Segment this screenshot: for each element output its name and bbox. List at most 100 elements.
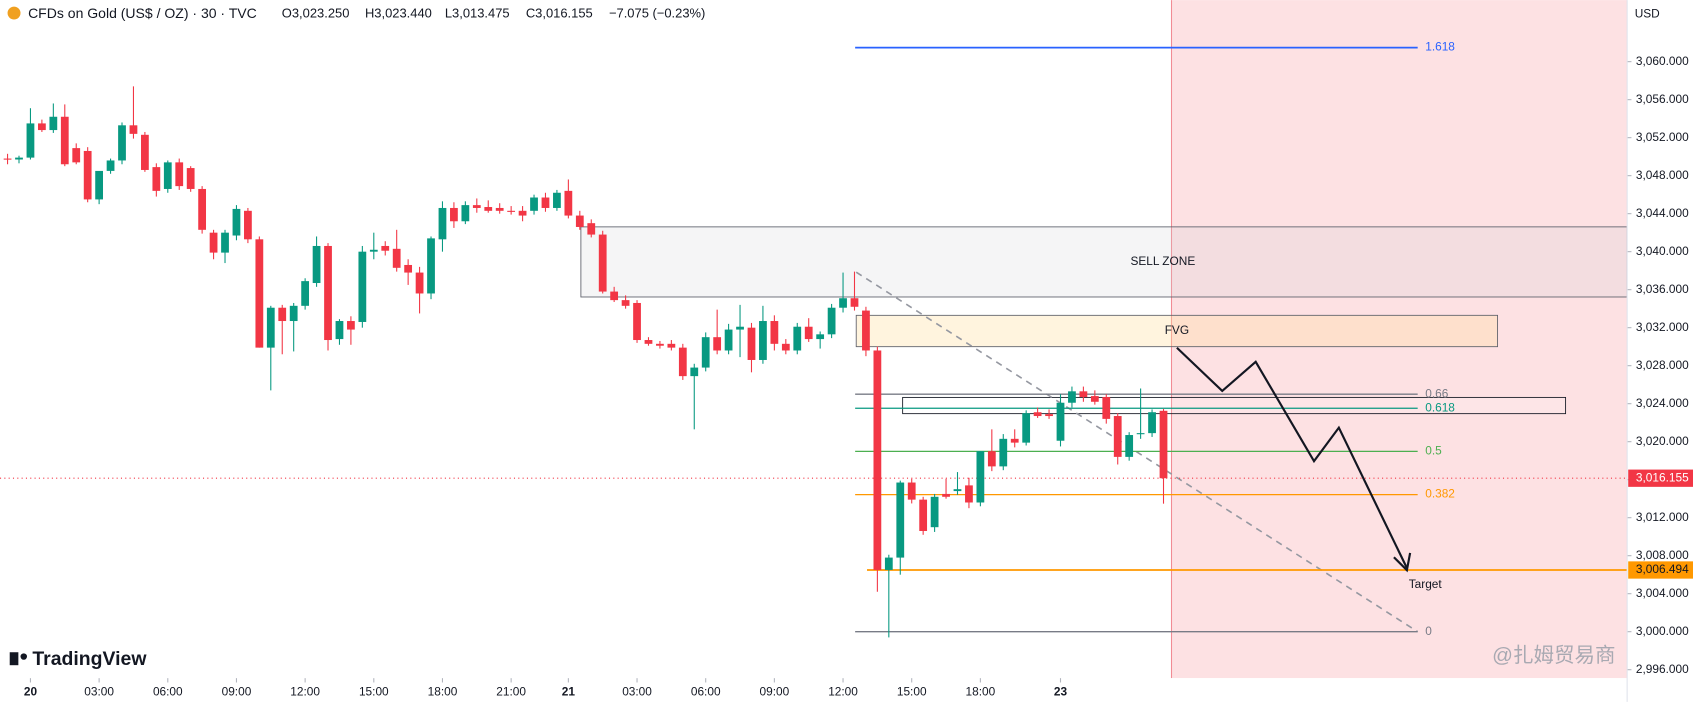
candle-body: [713, 337, 722, 351]
candle-body: [1125, 435, 1134, 457]
y-tick-label: 3,012.000: [1636, 510, 1689, 524]
x-tick-label: 15:00: [897, 684, 927, 698]
fib-label: 0.382: [1425, 487, 1455, 501]
candle-body: [953, 489, 962, 492]
y-tick-label: 2,996.000: [1636, 662, 1689, 676]
candle-body: [381, 245, 390, 251]
zone: [580, 226, 1628, 298]
candle-body: [186, 168, 195, 189]
zone: [855, 314, 1499, 348]
candle-body: [415, 272, 424, 294]
ohlc-close: C3,016.155: [526, 6, 593, 21]
projection-path: [1176, 346, 1408, 569]
candle-body: [289, 305, 298, 322]
projection-zone: [1171, 0, 1628, 679]
y-tick-label: 3,060.000: [1636, 54, 1689, 68]
candle-body: [839, 298, 847, 308]
candle-body: [392, 248, 401, 268]
candle-body: [896, 482, 905, 558]
candle-body: [106, 160, 115, 171]
x-tick-label: 21: [562, 684, 576, 698]
candle-body: [404, 264, 413, 273]
candle-body: [335, 321, 344, 340]
candle-body: [804, 326, 813, 340]
candle-body: [1102, 397, 1111, 419]
candle-body: [152, 167, 161, 191]
candle-body: [678, 347, 687, 377]
symbol-icon: [7, 6, 21, 20]
candle-body: [49, 116, 58, 131]
y-tick-label: 3,024.000: [1636, 396, 1689, 410]
candle-body: [255, 239, 264, 348]
y-tick-label: 3,036.000: [1636, 282, 1689, 296]
price-badge: [1628, 561, 1693, 579]
candle-body: [1113, 416, 1122, 457]
candle-body: [175, 162, 184, 187]
candle-body: [95, 170, 104, 200]
candle-body: [873, 350, 882, 570]
candle-body: [324, 245, 332, 341]
target-label: Target: [1409, 577, 1443, 591]
candle-body: [633, 302, 641, 341]
candle-body: [1033, 412, 1042, 417]
candle-body: [667, 343, 676, 348]
candle-body: [793, 326, 802, 351]
candle-body: [3, 158, 12, 160]
y-tick-label: 3,004.000: [1636, 586, 1689, 600]
candle-body: [358, 251, 367, 322]
candle-body: [495, 207, 504, 211]
candle-body: [827, 307, 836, 335]
fib-label: 0: [1425, 624, 1432, 638]
candle-body: [1022, 413, 1031, 443]
candle-body: [129, 125, 138, 134]
candle-body: [1079, 391, 1088, 398]
candle-body: [83, 150, 92, 200]
candle-body: [1010, 438, 1019, 443]
fib-label: 0.66: [1425, 386, 1448, 400]
candle-body: [690, 367, 699, 377]
candle-body: [884, 557, 893, 570]
candle-body: [575, 215, 584, 227]
fib-label: 0.5: [1425, 444, 1442, 458]
candle-body: [244, 210, 252, 240]
candle-body: [1159, 410, 1168, 479]
candle-body: [553, 192, 561, 208]
candle-body: [530, 197, 538, 211]
candle-body: [724, 329, 733, 351]
candle-body: [38, 123, 46, 131]
candle-body: [965, 485, 973, 503]
candle-body: [656, 343, 664, 346]
candle-body: [621, 300, 630, 306]
candle-body: [118, 125, 126, 161]
candle-body: [347, 321, 355, 330]
time-axis: [0, 678, 1628, 702]
candle-body: [266, 307, 275, 348]
candle-body: [221, 232, 229, 253]
x-tick-label: 06:00: [691, 684, 721, 698]
candle-body: [987, 451, 996, 467]
fib-label: 1.618: [1425, 40, 1455, 54]
candle-body: [507, 210, 516, 212]
x-tick-label: 03:00: [84, 684, 114, 698]
candle-body: [564, 190, 573, 216]
candle-body: [278, 307, 287, 322]
fib-label: 0.618: [1425, 400, 1455, 414]
candle-body: [942, 493, 950, 497]
y-tick-label: 3,056.000: [1636, 92, 1689, 106]
y-tick-label: 3,020.000: [1636, 434, 1689, 448]
ohlc-low: L3,013.475: [445, 6, 510, 21]
candle-body: [301, 281, 310, 306]
y-tick-label: 3,000.000: [1636, 624, 1689, 638]
candle-body: [198, 188, 207, 230]
price-badge-label: 3,016.155: [1636, 470, 1689, 484]
brand-name: TradingView: [32, 648, 147, 670]
y-tick-label: 3,032.000: [1636, 320, 1689, 334]
candle-body: [484, 207, 493, 211]
price-badge: [1628, 469, 1693, 487]
candle-body: [644, 340, 653, 344]
projection-arrowhead: [1393, 552, 1412, 573]
y-tick-label: 3,008.000: [1636, 548, 1689, 562]
candle-body: [60, 116, 69, 165]
y-tick-label: 3,028.000: [1636, 358, 1689, 372]
x-tick-label: 03:00: [622, 684, 652, 698]
